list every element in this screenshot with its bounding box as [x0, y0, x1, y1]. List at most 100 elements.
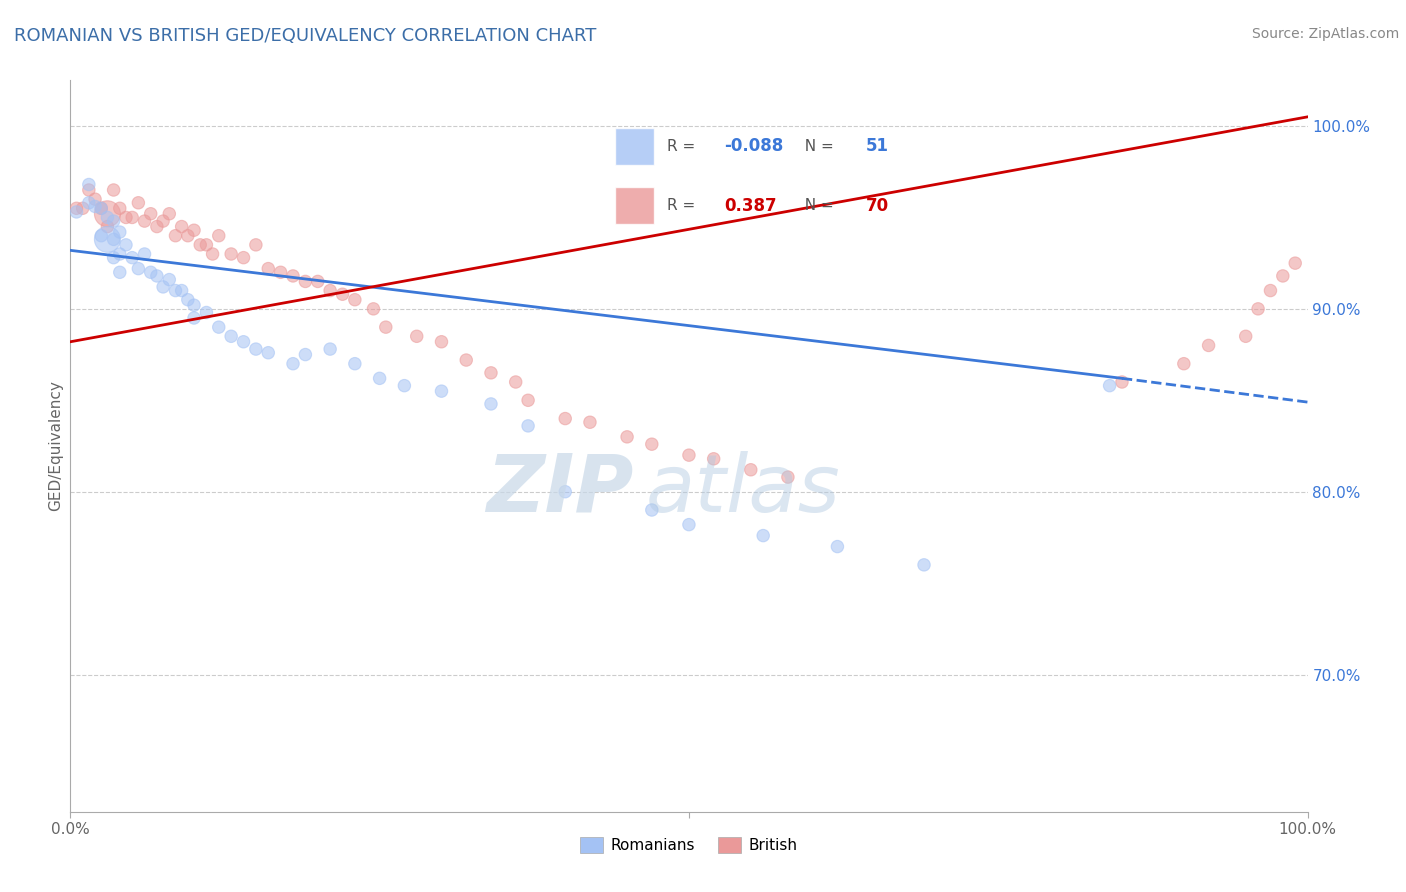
Point	[77, 178, 100, 192]
Point	[177, 228, 200, 243]
Point	[134, 247, 156, 261]
Point	[183, 298, 205, 312]
Point	[108, 247, 131, 261]
Point	[641, 437, 664, 451]
Point	[479, 397, 502, 411]
Point	[139, 265, 162, 279]
Point	[146, 268, 169, 283]
Point	[170, 284, 193, 298]
Point	[374, 320, 396, 334]
Point	[65, 205, 87, 219]
Point	[72, 201, 94, 215]
Point	[479, 366, 502, 380]
Legend: Romanians, British: Romanians, British	[574, 830, 804, 859]
Point	[108, 225, 131, 239]
Point	[219, 329, 242, 343]
Point	[332, 287, 354, 301]
Point	[456, 353, 478, 368]
Point	[177, 293, 200, 307]
Text: ROMANIAN VS BRITISH GED/EQUIVALENCY CORRELATION CHART: ROMANIAN VS BRITISH GED/EQUIVALENCY CORR…	[14, 27, 596, 45]
Point	[1198, 338, 1220, 352]
Point	[115, 237, 138, 252]
Point	[157, 207, 180, 221]
Point	[678, 448, 700, 462]
Point	[188, 237, 211, 252]
Point	[152, 280, 174, 294]
Point	[1271, 268, 1294, 283]
Point	[517, 418, 540, 433]
Point	[127, 195, 149, 210]
Point	[294, 274, 316, 288]
Point	[616, 430, 638, 444]
Point	[430, 334, 453, 349]
Point	[368, 371, 391, 385]
Point	[579, 415, 602, 429]
Point	[183, 310, 205, 325]
Point	[146, 219, 169, 234]
Point	[195, 237, 218, 252]
Point	[157, 272, 180, 286]
Point	[103, 183, 125, 197]
Point	[134, 214, 156, 228]
Point	[245, 342, 267, 356]
Point	[678, 517, 700, 532]
Point	[430, 384, 453, 399]
Point	[121, 211, 143, 225]
Point	[294, 347, 316, 362]
Point	[1260, 284, 1282, 298]
Point	[517, 393, 540, 408]
Point	[165, 228, 187, 243]
Point	[405, 329, 427, 343]
Point	[103, 214, 125, 228]
Point	[84, 199, 107, 213]
Point	[170, 219, 193, 234]
Point	[103, 251, 125, 265]
Point	[1284, 256, 1306, 270]
Point	[1234, 329, 1257, 343]
Point	[96, 232, 118, 246]
Point	[183, 223, 205, 237]
Text: ZIP: ZIP	[486, 450, 633, 529]
Point	[96, 219, 118, 234]
Point	[827, 540, 849, 554]
Point	[505, 375, 527, 389]
Point	[912, 558, 935, 572]
Point	[103, 232, 125, 246]
Point	[1173, 357, 1195, 371]
Point	[1098, 378, 1121, 392]
Point	[108, 201, 131, 215]
Point	[363, 301, 385, 316]
Point	[139, 207, 162, 221]
Point	[152, 214, 174, 228]
Text: atlas: atlas	[645, 450, 841, 529]
Point	[281, 268, 304, 283]
Point	[201, 247, 224, 261]
Point	[219, 247, 242, 261]
Point	[752, 528, 775, 542]
Point	[554, 484, 576, 499]
Point	[121, 251, 143, 265]
Point	[319, 342, 342, 356]
Point	[740, 463, 762, 477]
Point	[1111, 375, 1133, 389]
Point	[108, 265, 131, 279]
Y-axis label: GED/Equivalency: GED/Equivalency	[48, 381, 63, 511]
Point	[257, 345, 280, 359]
Point	[90, 201, 112, 215]
Point	[96, 207, 118, 221]
Point	[84, 192, 107, 206]
Point	[703, 451, 725, 466]
Point	[641, 503, 664, 517]
Point	[127, 261, 149, 276]
Point	[77, 195, 100, 210]
Point	[319, 284, 342, 298]
Point	[245, 237, 267, 252]
Point	[90, 228, 112, 243]
Point	[1247, 301, 1270, 316]
Point	[90, 201, 112, 215]
Point	[281, 357, 304, 371]
Point	[270, 265, 292, 279]
Point	[115, 211, 138, 225]
Point	[394, 378, 416, 392]
Point	[232, 334, 254, 349]
